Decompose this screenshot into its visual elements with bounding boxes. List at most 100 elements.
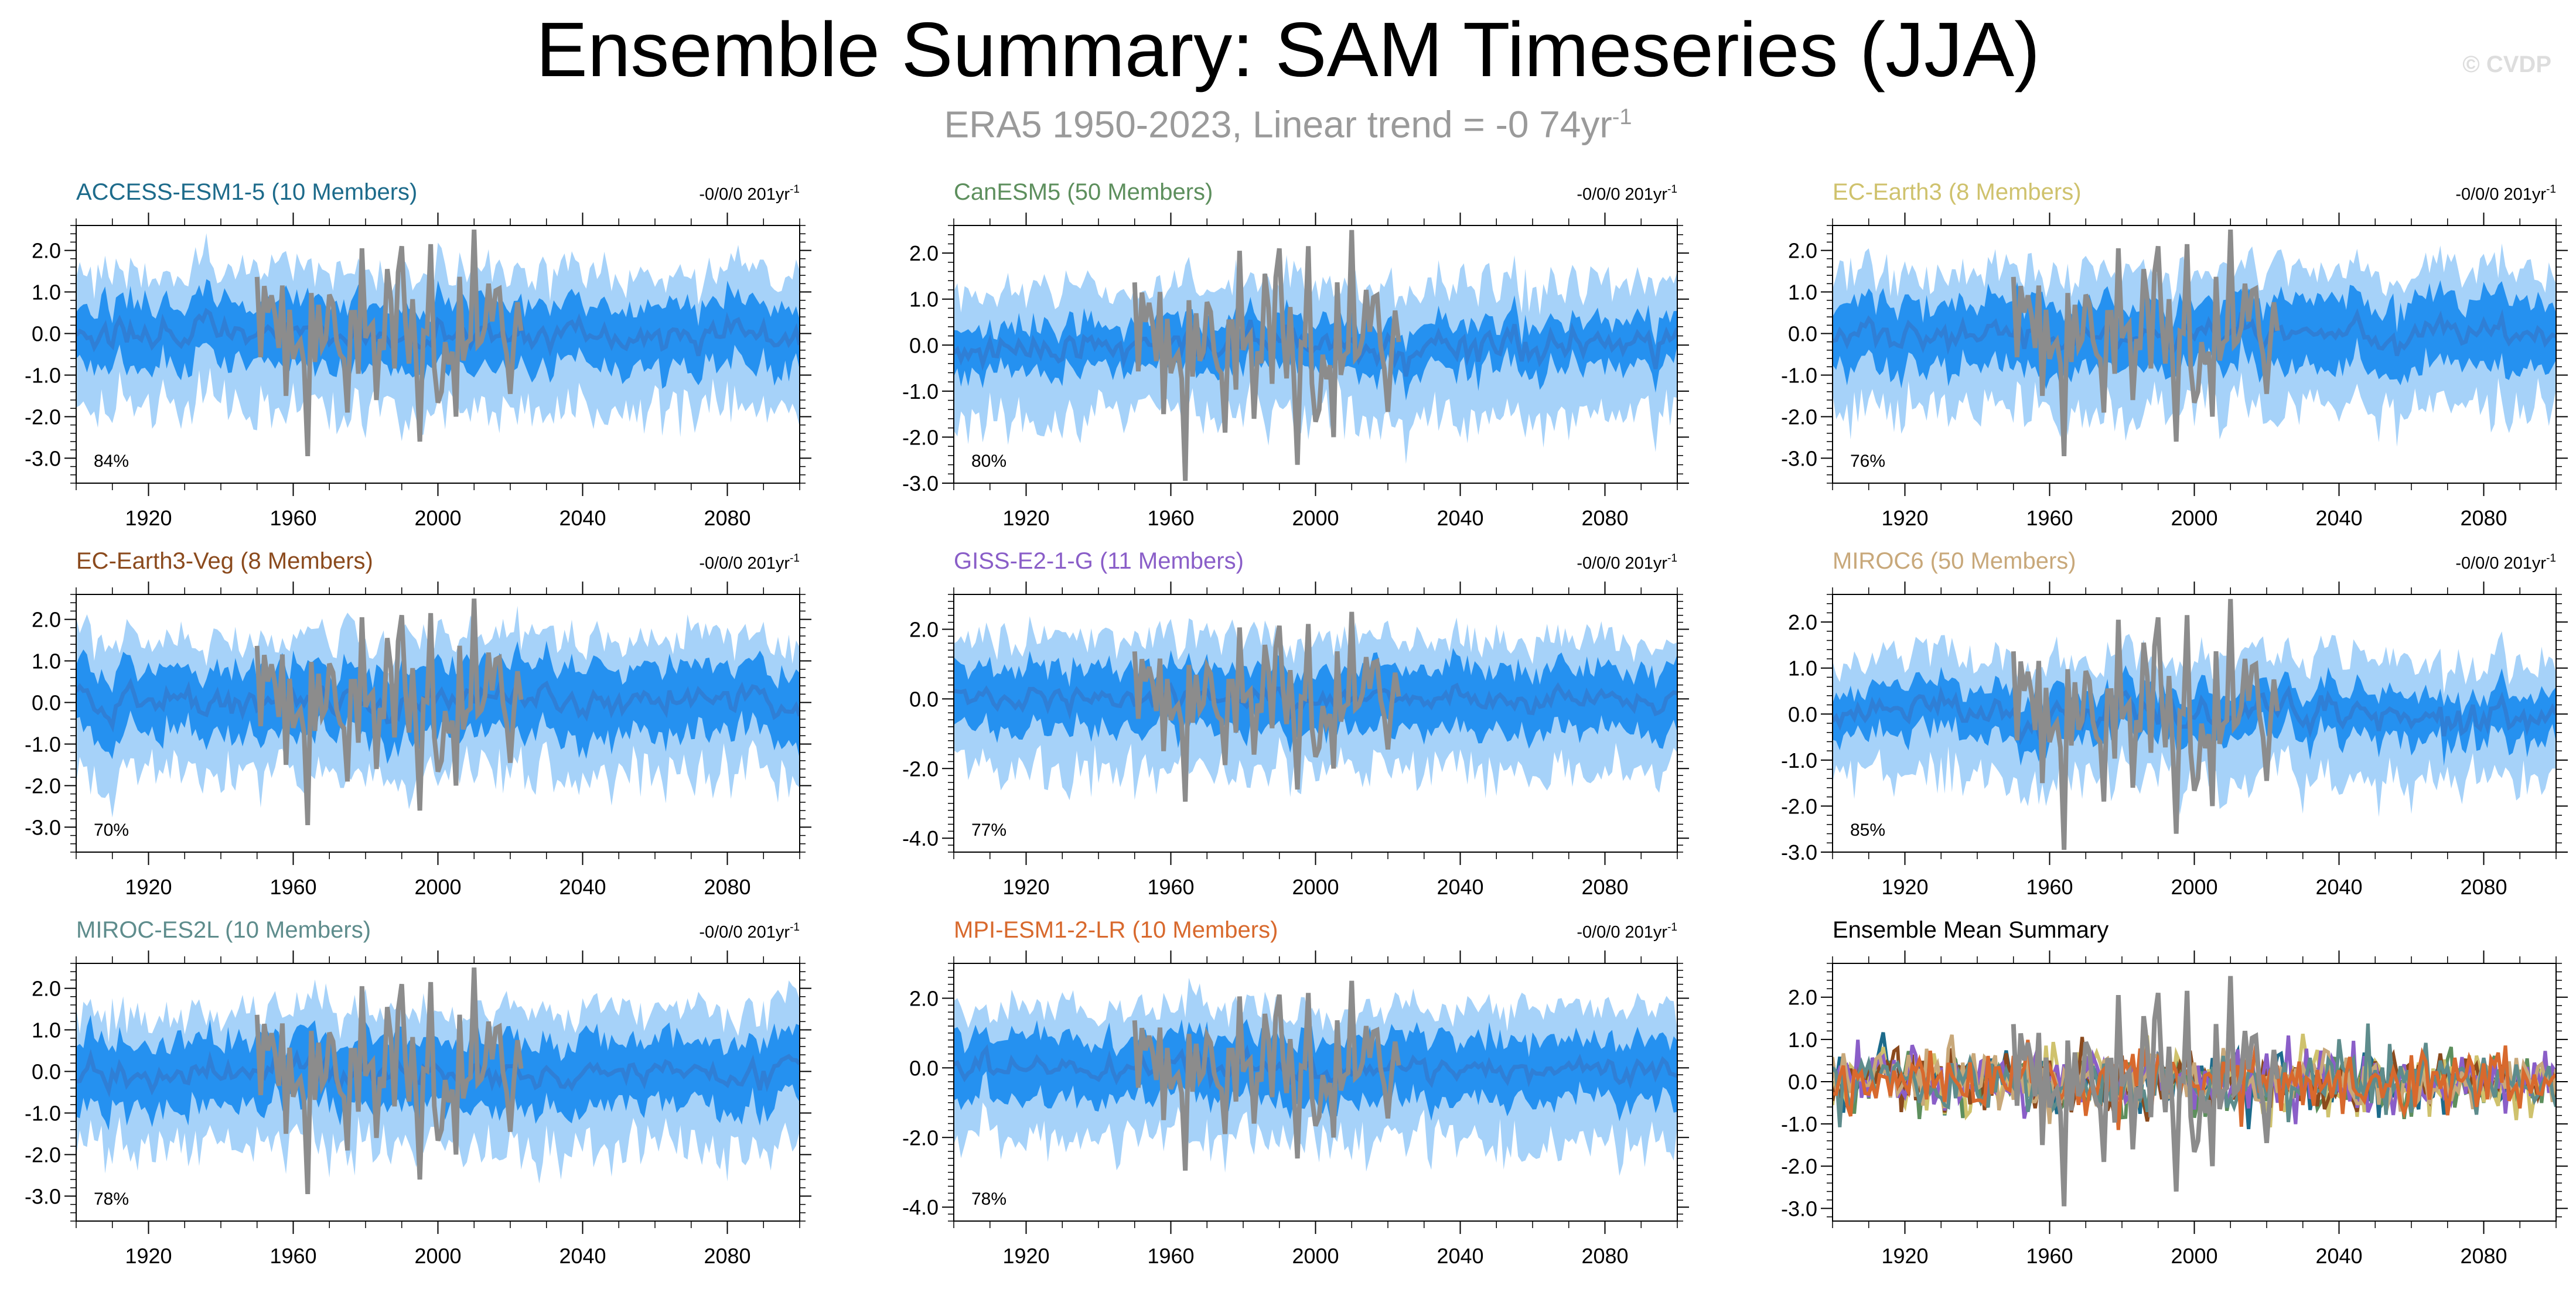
y-tick-label: -1.0 xyxy=(1781,1112,1817,1136)
inner-spread-band xyxy=(76,279,800,389)
watermark: © CVDP xyxy=(2462,52,2551,77)
x-tick-label: 2080 xyxy=(2460,1244,2507,1268)
ensemble-mean-line xyxy=(1833,685,2556,746)
observed-line xyxy=(1132,611,1401,802)
observed-line xyxy=(254,967,524,1195)
y-tick-label: 0.0 xyxy=(32,691,61,715)
ensemble-mean-line xyxy=(76,1048,800,1098)
percent-label: 77% xyxy=(971,820,1006,840)
x-tick-label: 1920 xyxy=(125,875,172,899)
y-tick-label: 2.0 xyxy=(909,617,939,641)
x-tick-label: 1960 xyxy=(2026,875,2073,899)
percent-label: 80% xyxy=(971,452,1006,471)
ensemble-mean-line xyxy=(76,677,800,733)
x-tick-label: 2040 xyxy=(2315,875,2362,899)
trend-label: -0/0/0 201yr-1 xyxy=(699,921,800,942)
plot-area xyxy=(76,598,800,826)
x-tick-label: 2000 xyxy=(414,875,461,899)
x-tick-label: 2080 xyxy=(1581,875,1628,899)
y-tick-label: 1.0 xyxy=(909,288,939,312)
y-tick-label: 0.0 xyxy=(32,322,61,346)
percent-label: 85% xyxy=(1850,820,1885,840)
y-tick-label: -1.0 xyxy=(25,363,61,387)
y-tick-label: 2.0 xyxy=(909,986,939,1010)
plot-area xyxy=(954,611,1677,802)
page-subtitle: ERA5 1950-2023, Linear trend = -0 74yr-1 xyxy=(0,94,2576,148)
x-tick-label: 2000 xyxy=(2171,506,2217,530)
plot-area xyxy=(1833,229,2556,457)
panel-0: 2.0 1.0 0.0 -1.0 -2.0 -3.0 1920 1960 2000 2040 208… xyxy=(25,179,811,530)
trend-label: -0/0/0 201yr-1 xyxy=(1577,183,1677,204)
ensemble-mean-line xyxy=(1833,308,2556,357)
y-tick-label: -2.0 xyxy=(25,405,61,429)
x-tick-label: 2080 xyxy=(1581,506,1628,530)
y-tick-label: 0.0 xyxy=(909,333,939,357)
y-tick-label: -2.0 xyxy=(1781,405,1817,429)
y-tick-label: 2.0 xyxy=(32,977,61,1001)
observed-line xyxy=(2011,976,2280,1206)
x-tick-label: 2080 xyxy=(704,875,750,899)
x-tick-label: 2000 xyxy=(1292,506,1339,530)
y-tick-label: 2.0 xyxy=(1788,610,1817,634)
y-tick-label: -2.0 xyxy=(1781,1154,1817,1178)
model-mean-line-5 xyxy=(1833,1034,2556,1124)
model-mean-line-7 xyxy=(1833,1040,2556,1130)
y-tick-label: -1.0 xyxy=(25,732,61,756)
x-tick-label: 2000 xyxy=(1292,875,1339,899)
y-tick-label: -2.0 xyxy=(25,774,61,798)
trend-label: -0/0/0 201yr-1 xyxy=(1577,552,1677,573)
x-tick-label: 2080 xyxy=(704,506,750,530)
x-tick-label: 1920 xyxy=(1881,875,1928,899)
panel-title: MIROC6 (50 Members) xyxy=(1833,548,2076,574)
y-tick-label: -1.0 xyxy=(25,1101,61,1125)
x-tick-label: 1960 xyxy=(1147,875,1194,899)
plot-area xyxy=(76,229,800,457)
ensemble-mean-line xyxy=(954,682,1677,721)
trend-label: -0/0/0 201yr-1 xyxy=(699,552,800,573)
panel-7: 2.0 0.0 -2.0 -4.0 1920 1960 2000 2040 2080 MPI-ES… xyxy=(902,917,1689,1268)
x-tick-label: 2000 xyxy=(2171,875,2217,899)
plot-area xyxy=(1833,976,2556,1206)
x-tick-label: 2080 xyxy=(1581,1244,1628,1268)
inner-spread-band xyxy=(76,641,800,764)
x-tick-label: 2040 xyxy=(559,506,606,530)
plot-area xyxy=(954,977,1677,1176)
x-tick-label: 2040 xyxy=(2315,1244,2362,1268)
x-tick-label: 1960 xyxy=(269,875,316,899)
panel-title: EC-Earth3 (8 Members) xyxy=(1833,179,2082,205)
y-tick-label: 1.0 xyxy=(1788,1028,1817,1052)
panel-title: CanESM5 (50 Members) xyxy=(954,179,1213,205)
panel-3: 2.0 1.0 0.0 -1.0 -2.0 -3.0 1920 1960 2000 2040 208… xyxy=(25,548,811,899)
observed-line xyxy=(254,229,524,457)
y-tick-label: -2.0 xyxy=(1781,794,1817,818)
panel-title: ACCESS-ESM1-5 (10 Members) xyxy=(76,179,417,205)
subtitle-superscript: -1 xyxy=(1612,105,1632,129)
y-tick-label: 1.0 xyxy=(32,649,61,673)
y-tick-label: 1.0 xyxy=(1788,657,1817,681)
x-tick-label: 2040 xyxy=(559,1244,606,1268)
y-tick-label: 2.0 xyxy=(32,239,61,263)
y-tick-label: -1.0 xyxy=(1781,363,1817,387)
panel-2: 2.0 1.0 0.0 -1.0 -2.0 -3.0 1920 1960 2000 2040 208… xyxy=(1781,179,2568,530)
observed-line xyxy=(1132,980,1401,1171)
y-tick-label: -1.0 xyxy=(1781,748,1817,772)
y-tick-label: -3.0 xyxy=(1781,446,1817,470)
y-tick-label: 1.0 xyxy=(32,281,61,305)
y-tick-label: 0.0 xyxy=(1788,702,1817,726)
y-tick-label: 0.0 xyxy=(1788,322,1817,346)
observed-line xyxy=(2011,229,2280,457)
panel-title: EC-Earth3-Veg (8 Members) xyxy=(76,548,373,574)
percent-label: 76% xyxy=(1850,452,1885,471)
y-tick-label: 1.0 xyxy=(1788,281,1817,305)
x-tick-label: 1920 xyxy=(1881,1244,1928,1268)
x-tick-label: 1920 xyxy=(125,506,172,530)
x-tick-label: 1960 xyxy=(2026,506,2073,530)
y-tick-label: -3.0 xyxy=(25,1184,61,1208)
panel-title: MPI-ESM1-2-LR (10 Members) xyxy=(954,917,1278,943)
ensemble-mean-line xyxy=(954,319,1677,377)
x-tick-label: 1960 xyxy=(269,506,316,530)
panel-6: 2.0 1.0 0.0 -1.0 -2.0 -3.0 1920 1960 2000 2040 208… xyxy=(25,917,811,1268)
x-tick-label: 2000 xyxy=(2171,1244,2217,1268)
y-tick-label: -3.0 xyxy=(25,815,61,839)
